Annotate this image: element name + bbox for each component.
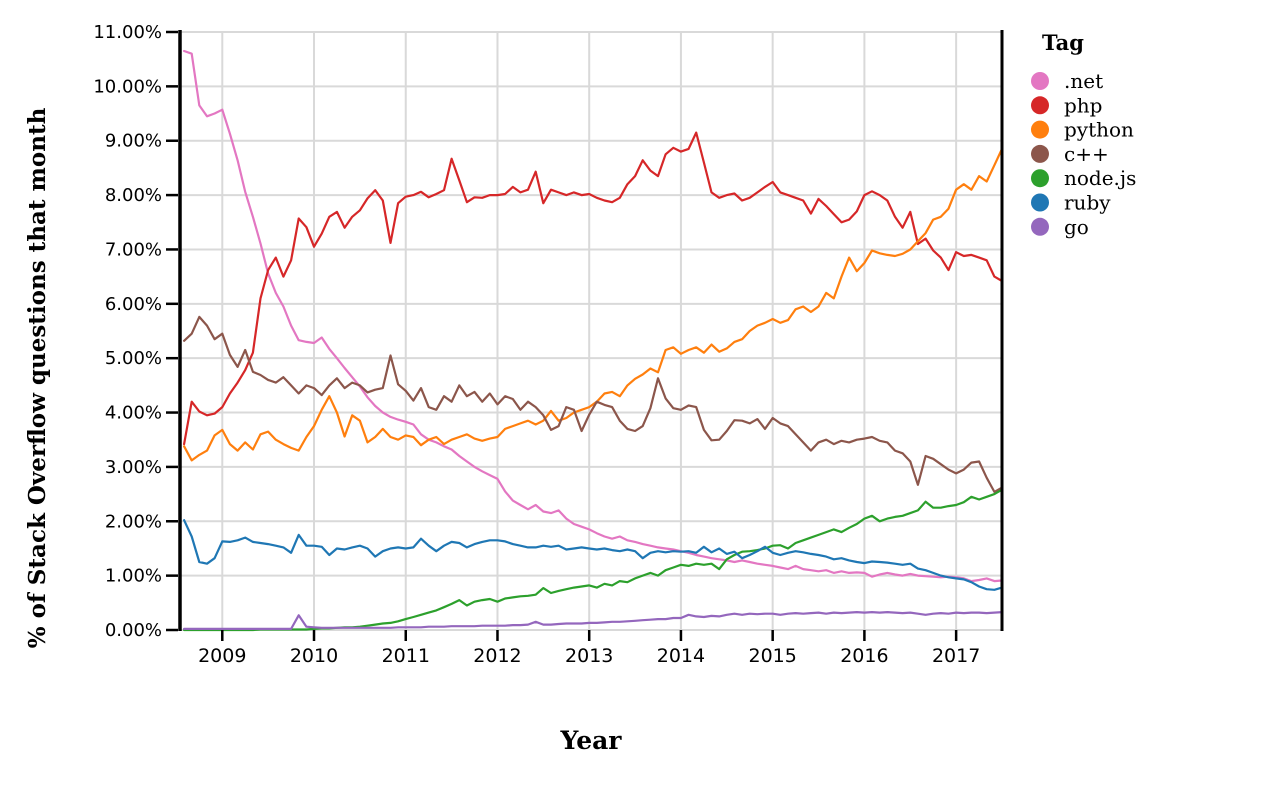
y-tick-label: 8.00% [105,185,162,206]
gridlines [181,31,1002,631]
series-line-c++ [183,315,1004,493]
x-tick-label: 2012 [473,645,521,667]
y-tick-label: 5.00% [105,348,162,369]
series-line-ruby [183,519,1004,591]
x-tick-label: 2010 [290,645,338,667]
y-tick-label: 7.00% [105,239,162,260]
legend-label-go: go [1064,215,1089,239]
series-line-node.js [183,488,1004,632]
series-line-go [183,610,1004,631]
x-tick-label: 2017 [932,645,980,667]
y-tick-label: 4.00% [105,403,162,424]
axes [166,30,1004,641]
legend-label-python: python [1064,118,1134,142]
x-tick-label: 2016 [840,645,888,667]
legend-swatch-.net [1031,72,1049,90]
y-tick-label: 3.00% [105,457,162,478]
x-axis-title: Year [560,726,623,755]
series-line-php [183,131,1004,446]
legend-swatch-php [1031,96,1049,115]
legend-title: Tag [1042,30,1084,55]
y-tick-label: 1.00% [105,566,162,587]
legend-swatch-python [1031,120,1049,139]
y-tick-label: 11.00% [93,22,162,43]
legend-label-php: php [1064,93,1103,117]
series-line-python [183,147,1004,462]
y-axis-title: % of Stack Overflow questions that month [24,107,51,648]
y-tick-label: 10.00% [93,76,162,97]
legend-label-.net: .net [1064,69,1103,93]
x-tick-label: 2015 [748,645,796,667]
series-line-.net [183,49,1004,583]
legend-label-c++: c++ [1064,142,1109,166]
legend-swatch-ruby [1031,193,1049,212]
legend-label-node.js: node.js [1064,166,1136,190]
legend-swatch-go [1031,217,1049,236]
legend-label-ruby: ruby [1064,191,1111,215]
y-tick-label: 6.00% [105,294,162,315]
y-tick-label: 0.00% [105,620,162,641]
x-tick-label: 2013 [565,645,613,667]
series-lines [183,49,1004,632]
x-tick-label: 2009 [198,645,246,667]
y-tick-label: 9.00% [105,131,162,152]
x-tick-label: 2014 [657,645,705,667]
legend-swatch-c++ [1031,144,1049,163]
tick-labels: 0.00% 1.00% 2.00% 3.00% 4.00% 5.00% 6.00% 7.00%… [93,22,980,667]
x-tick-label: 2011 [382,645,430,667]
y-tick-label: 2.00% [105,511,162,532]
legend-swatch-node.js [1031,169,1049,188]
